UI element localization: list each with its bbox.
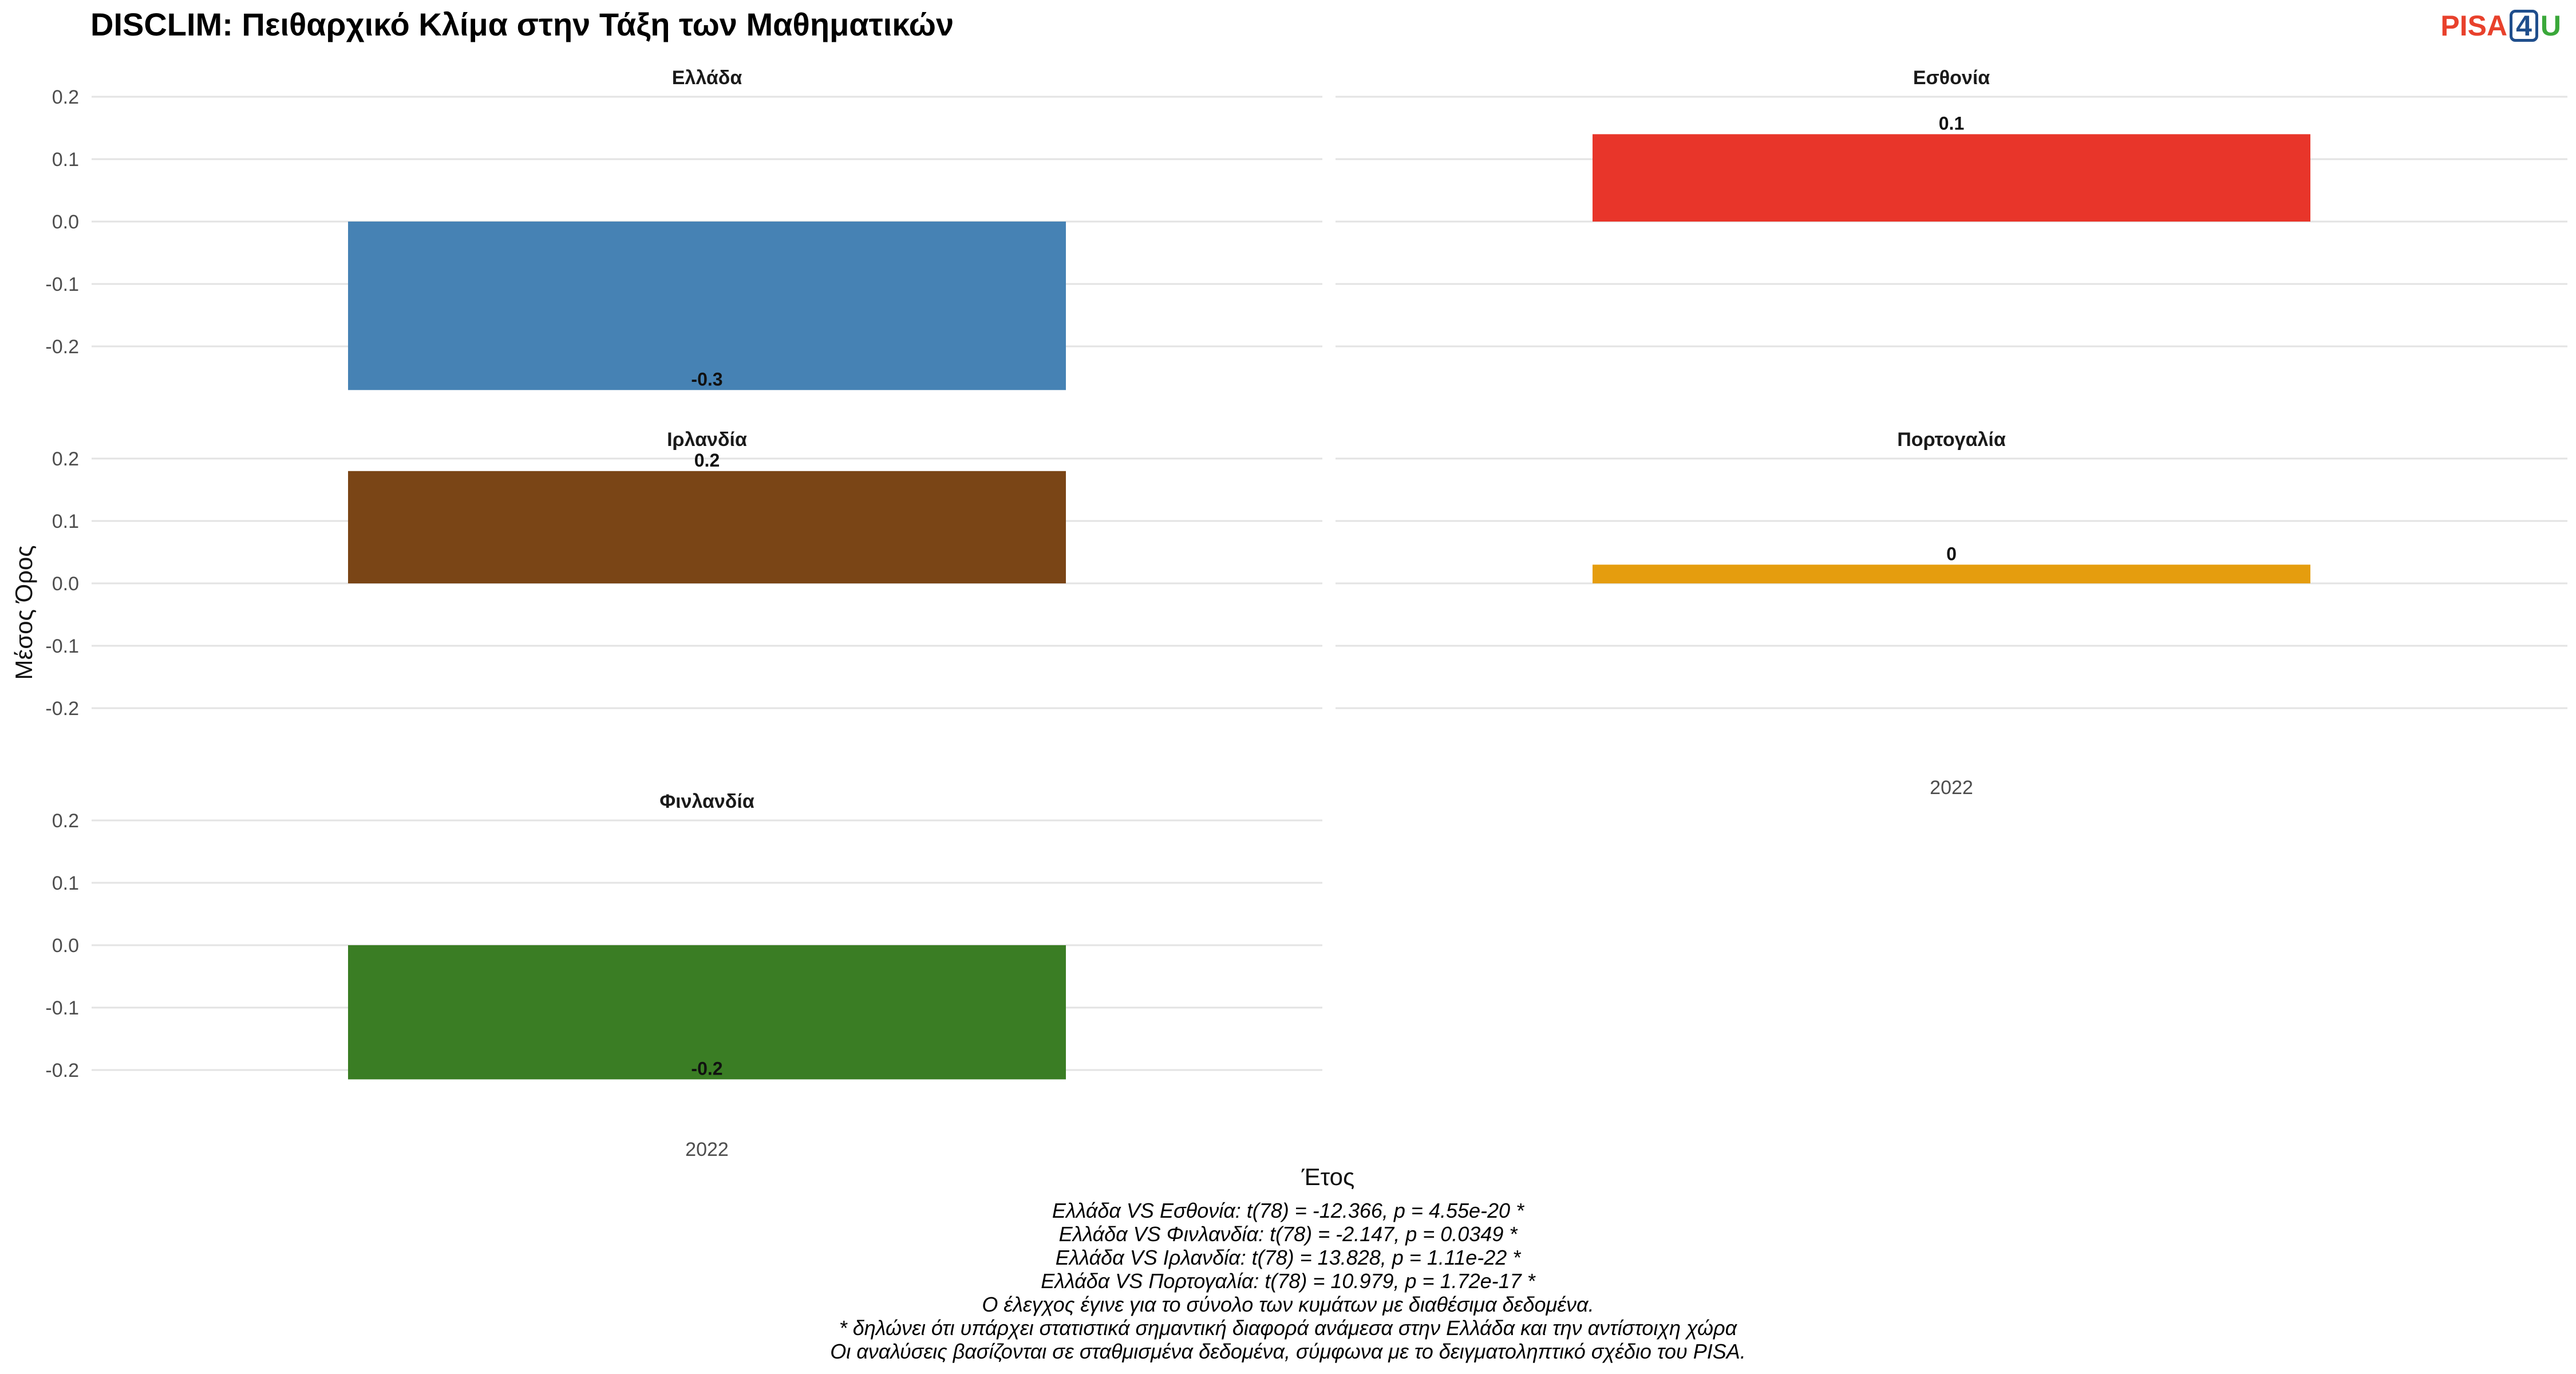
x-axis-title: Έτος <box>1301 1163 1355 1190</box>
facet-1-bar <box>1593 134 2310 222</box>
y-tick-label: -0.1 <box>45 274 79 295</box>
facet-1-strip-title: Εσθονία <box>1913 67 1990 89</box>
facet-2-data-label: 0.2 <box>694 450 720 471</box>
y-tick-label: -0.2 <box>45 1060 79 1081</box>
y-tick-label: 0.1 <box>52 511 79 532</box>
facet-2-bar <box>348 471 1066 583</box>
footnote-line: * δηλώνει ότι υπάρχει στατιστικά σημαντι… <box>839 1316 1737 1340</box>
footnote-line: Ελλάδα VS Εσθονία: t(78) = -12.366, p = … <box>1052 1199 1524 1222</box>
y-tick-label: -0.1 <box>45 635 79 657</box>
facet-1-data-label: 0.1 <box>1939 113 1964 133</box>
y-tick-label: 0.1 <box>52 872 79 894</box>
footnote-line: Οι αναλύσεις βασίζονται σε σταθμισμένα δ… <box>830 1340 1746 1363</box>
y-tick-label: -0.1 <box>45 997 79 1019</box>
logo-pisa-text: PISA <box>2440 10 2508 42</box>
y-axis-title: Μέσος Όρος <box>10 546 37 680</box>
y-tick-label: 0.2 <box>52 86 79 108</box>
y-tick-label: 0.0 <box>52 935 79 957</box>
facet-3-x-tick-label: 2022 <box>1930 777 1973 799</box>
logo-u-text: U <box>2540 10 2561 42</box>
facet-4-bar <box>348 945 1066 1080</box>
y-tick-label: 0.2 <box>52 448 79 470</box>
facet-0-strip-title: Ελλάδα <box>672 67 742 89</box>
footnote-line: Ελλάδα VS Ιρλανδία: t(78) = 13.828, p = … <box>1055 1246 1521 1269</box>
facet-2-strip-title: Ιρλανδία <box>667 429 747 451</box>
logo-four-box: 4 <box>2510 10 2538 42</box>
facet-4-strip-title: Φινλανδία <box>659 791 754 812</box>
y-tick-label: -0.2 <box>45 336 79 358</box>
y-tick-label: -0.2 <box>45 698 79 720</box>
facet-4-data-label: -0.2 <box>691 1058 722 1079</box>
facet-0-bar <box>348 222 1066 390</box>
chart-title: DISCLIM: Πειθαρχικό Κλίμα στην Τάξη των … <box>90 6 954 42</box>
y-tick-label: 0.2 <box>52 810 79 832</box>
y-tick-label: 0.0 <box>52 211 79 233</box>
facet-3-strip-title: Πορτογαλία <box>1897 429 2006 451</box>
footnote-line: Ελλάδα VS Πορτογαλία: t(78) = 10.979, p … <box>1041 1269 1535 1293</box>
footnote-line: Ο έλεγχος έγινε για το σύνολο των κυμάτω… <box>982 1293 1594 1316</box>
facet-0-data-label: -0.3 <box>691 369 722 389</box>
footnotes: Ελλάδα VS Εσθονία: t(78) = -12.366, p = … <box>0 1199 2576 1363</box>
facet-4-x-tick-label: 2022 <box>685 1139 729 1160</box>
y-tick-label: 0.1 <box>52 149 79 171</box>
facet-3-data-label: 0 <box>1946 543 1957 564</box>
pisa4u-logo: PISA 4 U <box>2440 9 2561 42</box>
footnote-line: Ελλάδα VS Φινλανδία: t(78) = -2.147, p =… <box>1058 1222 1518 1246</box>
facet-3-bar <box>1593 564 2310 583</box>
y-tick-label: 0.0 <box>52 573 79 595</box>
